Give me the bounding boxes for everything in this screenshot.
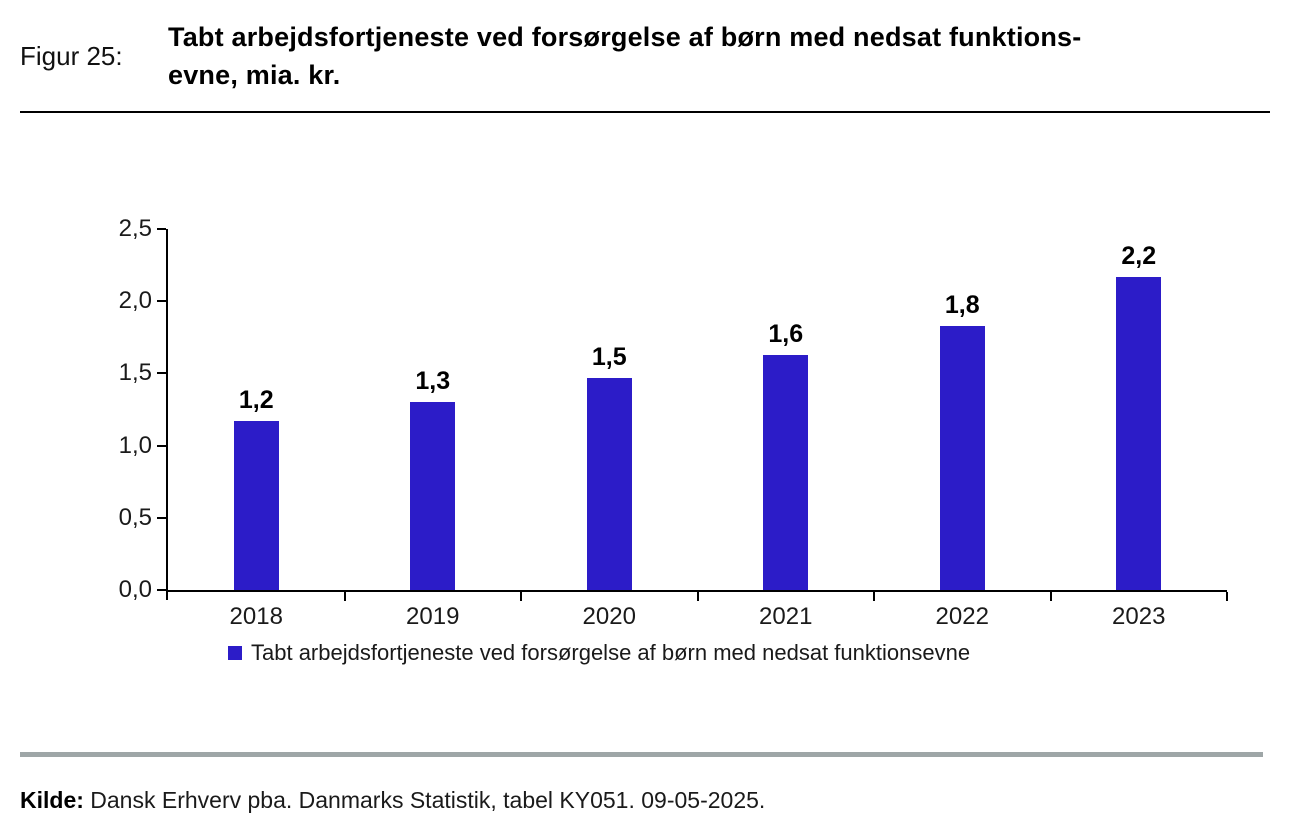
bar-2020 bbox=[586, 378, 632, 590]
source-note: Kilde: Dansk Erhverv pba. Danmarks Stati… bbox=[20, 787, 765, 814]
x-axis-tick bbox=[343, 592, 346, 601]
y-axis-tick bbox=[157, 589, 166, 591]
chart-legend: Tabt arbejdsfortjeneste ved forsørgelse … bbox=[228, 640, 970, 666]
y-axis-tick-label: 1,0 bbox=[118, 431, 152, 459]
x-axis-tick bbox=[696, 592, 699, 601]
y-axis-tick-label: 0,5 bbox=[118, 503, 152, 531]
header-divider-line bbox=[20, 111, 1270, 113]
x-axis-tick bbox=[1226, 592, 1228, 601]
source-prefix: Kilde: bbox=[20, 787, 84, 813]
footer-divider-bar bbox=[20, 752, 1263, 757]
bar-2022 bbox=[939, 326, 985, 590]
x-axis-category-label: 2018 bbox=[229, 603, 283, 630]
x-axis-category-label: 2020 bbox=[582, 603, 636, 630]
bar-value-label-2021: 1,6 bbox=[768, 320, 804, 348]
bar-2021 bbox=[763, 355, 809, 590]
bar-2018 bbox=[233, 421, 279, 590]
x-axis-category-label: 2023 bbox=[1112, 603, 1166, 630]
x-axis-tick bbox=[1049, 592, 1052, 601]
y-axis-tick bbox=[157, 444, 166, 447]
figure-title-line-2: evne, mia. kr. bbox=[168, 60, 341, 90]
figure-number-label: Figur 25: bbox=[20, 40, 123, 71]
bar-value-label-2022: 1,8 bbox=[944, 291, 980, 319]
plot-area: 0,0 0,5 1,0 1,5 2,0 2,5 1,2 2018 1,3 2019 1,5 2020 1… bbox=[119, 215, 1228, 630]
legend-color-swatch bbox=[228, 646, 242, 660]
x-axis-category-label: 2022 bbox=[935, 603, 989, 630]
x-axis-tick bbox=[520, 592, 522, 601]
bar-value-label-2018: 1,2 bbox=[238, 386, 274, 414]
bar-2019 bbox=[410, 402, 456, 590]
bar-2023 bbox=[1116, 277, 1162, 590]
y-axis-tick bbox=[157, 372, 166, 375]
y-axis-tick bbox=[157, 516, 166, 519]
legend-series-label: Tabt arbejdsfortjeneste ved forsørgelse … bbox=[251, 640, 971, 665]
bar-value-label-2023: 2,2 bbox=[1121, 242, 1157, 270]
source-text: Dansk Erhverv pba. Danmarks Statistik, t… bbox=[83, 787, 766, 813]
y-axis-tick bbox=[157, 228, 166, 230]
x-axis-tick bbox=[873, 592, 875, 601]
y-axis-tick-label: 2,0 bbox=[118, 287, 152, 315]
bar-value-label-2019: 1,3 bbox=[415, 367, 451, 395]
bar-value-label-2020: 1,5 bbox=[591, 343, 627, 371]
y-axis-tick-label: 0,0 bbox=[118, 576, 152, 603]
figure-title-line-1: Tabt arbejdsfortjeneste ved forsørgelse … bbox=[168, 22, 1082, 52]
y-axis-tick-label: 2,5 bbox=[118, 215, 152, 242]
y-axis-line bbox=[166, 229, 168, 600]
x-axis-category-label: 2021 bbox=[759, 603, 813, 630]
figure-title: Tabt arbejdsfortjeneste ved forsørgelse … bbox=[168, 18, 1081, 94]
x-axis-category-label: 2019 bbox=[406, 603, 460, 630]
y-axis-tick-label: 1,5 bbox=[118, 359, 152, 387]
y-axis-tick bbox=[157, 300, 166, 303]
figure-header: Figur 25: Tabt arbejdsfortjeneste ved fo… bbox=[20, 18, 1270, 94]
x-axis-line bbox=[166, 590, 1227, 592]
